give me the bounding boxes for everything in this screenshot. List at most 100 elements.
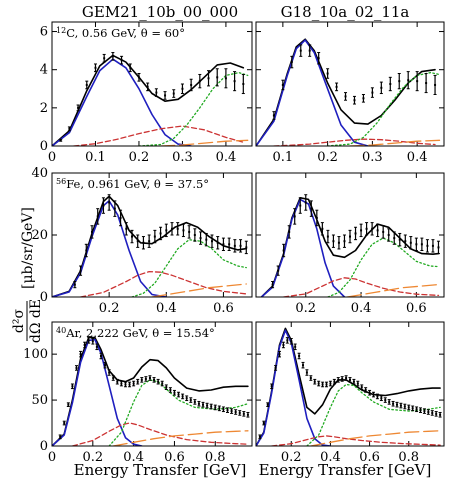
panel-1-0-data-point: [244, 240, 248, 255]
panel-1-1-series-qe: [260, 198, 346, 297]
panel-2-1-data-point: [262, 420, 266, 426]
panel-1-0-xtick-label: 0.4: [156, 301, 177, 316]
panel-1-1-data-point: [304, 194, 308, 211]
panel-0-1-data-point: [424, 73, 428, 94]
panel-2-1-data-point: [379, 395, 383, 402]
panel-1-1-data-point: [276, 265, 280, 276]
panel-1-1-data-point: [354, 226, 358, 241]
panel-0-1-xtick-label: 0.2: [317, 150, 338, 165]
panel-2-0-data-point: [238, 410, 242, 416]
panel-2-0-data-point: [181, 393, 185, 400]
panel-2-0-data-point: [91, 338, 95, 345]
panel-1-1-xtick-label: 0.2: [295, 301, 316, 316]
panel-1-0-plot-area: [52, 194, 248, 297]
panel-2-0-data-point: [95, 343, 99, 351]
panel-1-1-data-point: [315, 209, 319, 227]
panel-2-1: 0.2 0.4 0.6 0.8: [255, 321, 445, 465]
panel-2-1-xtick-label: 0.4: [320, 450, 341, 465]
panel-0-0-ytick-label: 0: [40, 139, 48, 154]
panel-1-1-data-point: [436, 240, 440, 255]
panel-0-0-data-point: [172, 89, 176, 98]
panel-2-1-xtick-label: 0.8: [398, 450, 419, 465]
panel-0-1-data-point: [406, 71, 410, 90]
panel-2-0-data-point: [123, 381, 127, 388]
panel-1-1-xtick-label: 0.6: [406, 301, 427, 316]
panel-0-0-series-qe: [52, 58, 192, 146]
panel-2-1-data-point: [309, 375, 313, 381]
panel-2-0-data-point: [58, 434, 62, 440]
panel-2-0-series-mec: [71, 422, 249, 446]
panel-2-0-xtick-label: 0.8: [205, 450, 226, 465]
panel-2-1-data-point: [278, 350, 281, 358]
panel-2-1-data-point: [415, 406, 419, 413]
panel-2-0-data-point: [213, 404, 217, 411]
panel-1-0-data-point: [107, 194, 111, 211]
panel-0-1-xtick-label: 0.3: [362, 150, 383, 165]
panel-1-0-data-point: [124, 222, 128, 236]
panel-2-1-xtick-label: 0.2: [281, 450, 302, 465]
panel-2-0-data-point: [160, 380, 164, 387]
panel-1-1-series-dis: [346, 283, 440, 297]
panel-1-1-data-point: [387, 228, 391, 242]
panel-2-0-data-point: [148, 375, 152, 381]
panel-1-1-data-point: [414, 237, 418, 251]
panel-0-1-series-qe: [256, 39, 369, 146]
panel-2-1-data-point: [375, 393, 379, 400]
panel-2-0-xtick-label: 0.2: [82, 450, 103, 465]
panel-0-0-series-mec: [73, 125, 244, 146]
panel-2-0-data-point: [152, 377, 156, 383]
panel-1-0: 0.2 0.4 0.6 0 20 40 56Fe, 0.961 GeV, θ = 37.5°: [31, 166, 253, 316]
panel-1-1-data-point: [398, 232, 402, 247]
panel-2-0-data-point: [103, 361, 107, 369]
panel-2-0-data-point: [144, 376, 148, 382]
panel-1-1-data-point: [337, 236, 341, 250]
panel-2-0-annotation-mass-number: 40: [56, 326, 66, 335]
panel-0-1-plot-area: [256, 38, 441, 146]
panel-1-1: 0.2 0.4 0.6: [255, 172, 445, 316]
panel-2-0-data-point: [111, 375, 115, 381]
panel-1-1-data-point: [326, 229, 330, 244]
panel-1-1-data-point: [409, 236, 413, 250]
panel-2-1-data-point: [340, 376, 344, 382]
panel-1-0-data-point: [227, 237, 231, 251]
panel-1-0-data-point: [193, 228, 197, 242]
panel-2-1-data-point: [301, 361, 305, 369]
panel-1-0-data-point: [170, 222, 174, 236]
panel-1-0-data-point: [164, 223, 168, 238]
panel-2-1-data-point: [336, 377, 340, 383]
panel-0-1-data-point: [370, 87, 374, 98]
panel-0-1-data-point: [299, 44, 303, 57]
panel-1-0-data-point: [233, 239, 237, 253]
panel-2-0-data-point: [83, 341, 87, 349]
panel-0-1-series-res: [326, 71, 441, 146]
panel-0-1-data-point: [397, 73, 401, 90]
panel-1-1-data-point: [309, 200, 313, 217]
panel-2-1-data-point: [321, 381, 325, 388]
panel-2-1-data-point: [313, 378, 317, 385]
panel-2-0-data-point: [242, 411, 246, 417]
column-title-left: GEM21_10b_00_000: [82, 3, 238, 21]
panel-2-0-data-point: [205, 402, 209, 409]
panel-2-1-data-point: [434, 411, 438, 417]
panel-1-1-data-point: [365, 222, 369, 236]
panel-2-1-data-point: [356, 380, 360, 387]
panel-0-1-data-point: [352, 95, 356, 105]
panel-2-1-data-point: [305, 369, 309, 376]
panel-2-0-series-qe: [52, 338, 143, 446]
panel-2-1-data-point: [317, 380, 321, 387]
panel-2-0-data-point: [156, 378, 160, 385]
panel-1-0-data-point: [119, 209, 123, 227]
panel-2-0-xtick-label: 0.4: [123, 450, 144, 465]
panel-2-1-data-point: [285, 337, 289, 344]
panel-1-1-data-point: [431, 239, 435, 253]
panel-1-1-data-point: [348, 229, 352, 244]
panel-0-1-data-point: [317, 52, 321, 65]
panel-2-0-data-point: [185, 395, 189, 402]
panel-0-0-series-res: [138, 71, 249, 146]
panel-2-0-data-point: [115, 378, 119, 385]
panel-0-1-data-point: [379, 81, 383, 95]
panel-0-1: 0.1 0.2 0.3 0.4: [255, 21, 445, 165]
panel-2-0-data-point: [74, 365, 78, 371]
panel-0-1-data-point: [335, 82, 339, 92]
